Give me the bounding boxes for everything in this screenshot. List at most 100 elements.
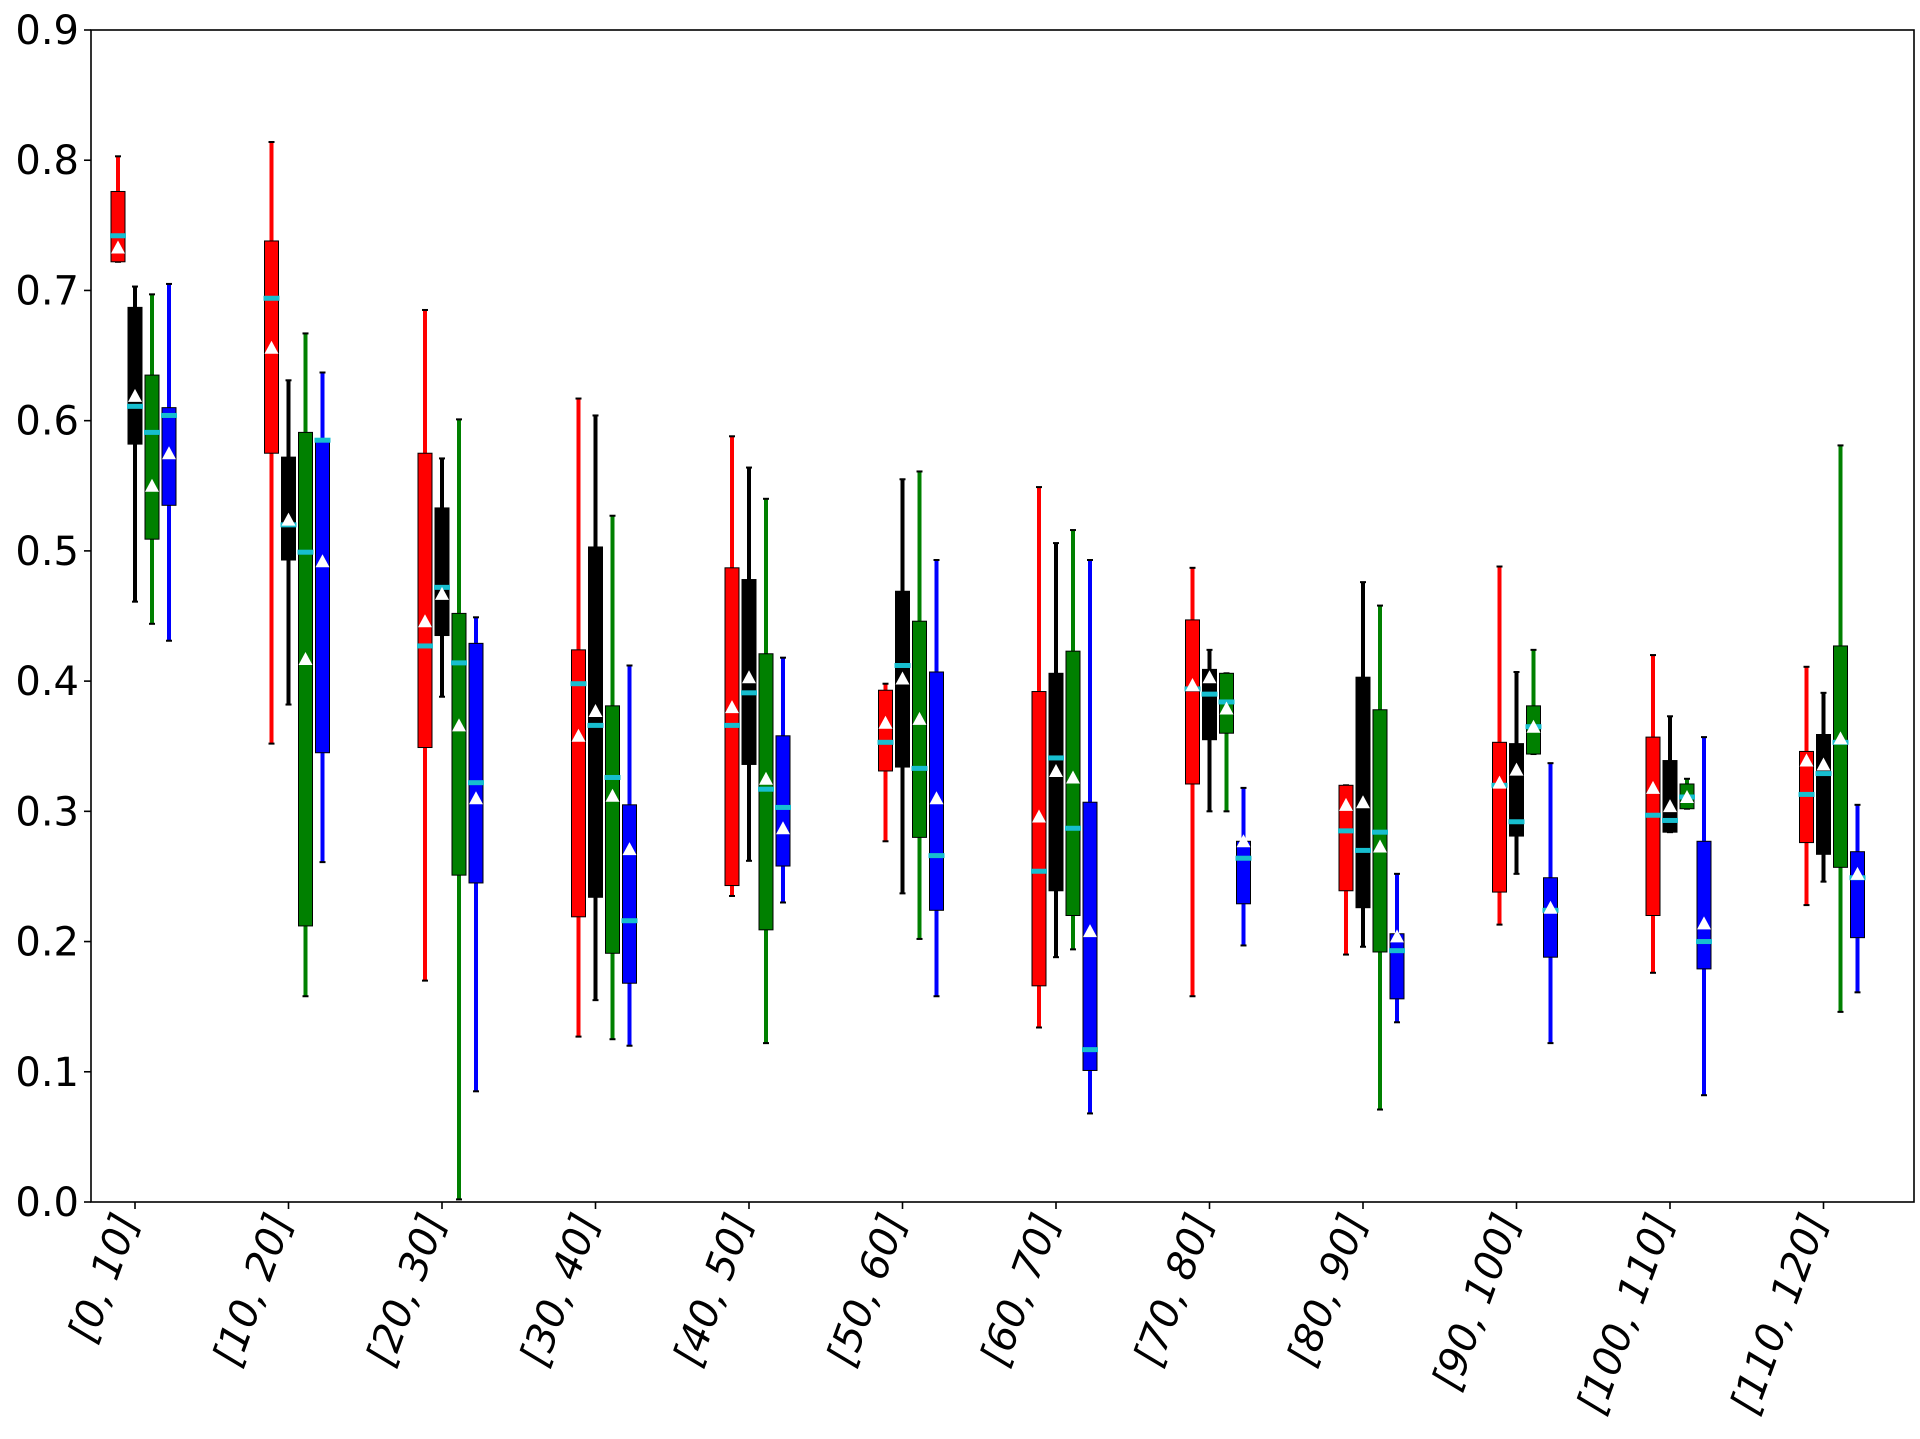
x-tick-label: [90, 100]	[1424, 1208, 1530, 1397]
mean-marker	[1032, 809, 1046, 823]
box-group	[724, 435, 740, 897]
box-group	[161, 282, 177, 642]
x-tick-label: [50, 60]	[818, 1208, 915, 1373]
x-tick-label: [40, 50]	[665, 1208, 762, 1373]
box-group	[928, 559, 945, 998]
box-body	[1543, 877, 1558, 958]
x-tick-label: [60, 70]	[972, 1208, 1069, 1373]
box-group	[1679, 777, 1695, 810]
x-tick-label: [0, 10]	[60, 1208, 149, 1349]
y-axis: 0.0 0.1 0.2 0.3 0.4 0.5 0.6 0.7 0.8 0.9	[15, 8, 91, 1226]
mean-marker	[588, 704, 603, 718]
box-body	[315, 439, 330, 754]
box-body	[1338, 784, 1354, 892]
x-tick-label: [70, 80]	[1125, 1208, 1222, 1373]
box-group	[911, 470, 928, 940]
mean-marker	[111, 240, 125, 254]
plot-marks	[110, 140, 1866, 1201]
mean-marker	[742, 670, 756, 684]
box-group	[110, 155, 126, 263]
mean-marker	[1697, 916, 1711, 930]
box-group	[1525, 648, 1542, 756]
mean-marker	[452, 718, 466, 732]
box-group	[1491, 565, 1508, 926]
box-body	[912, 620, 927, 838]
mean-marker	[281, 512, 296, 526]
mean-marker	[145, 478, 159, 492]
box-group	[451, 418, 467, 1201]
box-group	[1065, 529, 1081, 951]
box-group	[894, 478, 911, 895]
box-body	[110, 190, 126, 263]
box-group	[1338, 784, 1354, 956]
mean-marker	[1816, 757, 1831, 771]
box-body	[878, 689, 893, 772]
box-body	[1202, 668, 1217, 741]
box-group	[587, 414, 604, 1002]
mean-marker	[1202, 670, 1217, 684]
box-body	[1645, 736, 1661, 917]
box-group	[1201, 648, 1218, 813]
box-body	[417, 452, 433, 749]
box-group	[144, 293, 160, 625]
box-group	[297, 332, 314, 998]
mean-marker	[1049, 763, 1063, 777]
box-group	[280, 379, 297, 706]
box-body	[622, 804, 637, 984]
mean-marker	[622, 842, 637, 856]
box-body	[127, 306, 143, 445]
mean-marker	[1646, 780, 1660, 794]
mean-marker	[469, 791, 483, 805]
x-tick-label: [20, 30]	[358, 1208, 455, 1373]
x-tick-label: [10, 20]	[204, 1208, 301, 1373]
mean-marker	[418, 614, 432, 628]
x-tick-label: [30, 40]	[511, 1208, 608, 1373]
mean-marker	[1390, 929, 1404, 943]
mean-marker	[605, 788, 620, 802]
mean-marker	[895, 671, 910, 685]
box-group	[1031, 486, 1047, 1029]
axes-frame	[90, 29, 1915, 1203]
mean-marker	[571, 728, 586, 742]
box-group	[877, 682, 894, 843]
mean-marker	[725, 700, 739, 714]
mean-marker	[264, 340, 279, 354]
box-group	[1815, 691, 1832, 883]
box-body	[1833, 645, 1848, 868]
box-body	[1799, 750, 1814, 844]
y-tick-label: 0.6	[15, 399, 79, 445]
box-body	[1662, 760, 1678, 833]
x-tick-label: [110, 120]	[1722, 1208, 1837, 1420]
box-body	[775, 735, 791, 867]
mean-marker	[315, 554, 330, 568]
box-body	[281, 456, 296, 561]
box-body	[1696, 840, 1712, 970]
box-body	[1236, 840, 1251, 905]
box-group	[1184, 566, 1201, 998]
box-group	[1696, 736, 1712, 1097]
box-body	[298, 431, 313, 927]
y-tick-label: 0.3	[15, 789, 79, 835]
box-group	[127, 285, 143, 603]
mean-marker	[1492, 775, 1507, 789]
box-group	[1235, 786, 1252, 947]
y-tick-label: 0.0	[15, 1180, 79, 1226]
box-body	[605, 705, 620, 954]
mean-marker	[1509, 762, 1524, 776]
y-tick-label: 0.1	[15, 1050, 79, 1096]
box-body	[758, 653, 774, 931]
mean-marker	[1066, 770, 1080, 784]
box-body	[1816, 734, 1831, 855]
mean-marker	[878, 715, 893, 729]
box-body	[1031, 691, 1047, 987]
mean-marker	[912, 711, 927, 725]
box-body	[1185, 619, 1200, 785]
box-group	[1832, 444, 1849, 1013]
box-group	[1798, 665, 1815, 907]
mean-marker	[1083, 924, 1097, 938]
box-group	[1048, 542, 1064, 959]
x-axis: [0, 10] [10, 20] [20, 30] [30, 40] [40, 50] […	[60, 1202, 1837, 1420]
x-tick-label: [100, 110]	[1569, 1208, 1684, 1420]
mean-marker	[435, 586, 449, 600]
